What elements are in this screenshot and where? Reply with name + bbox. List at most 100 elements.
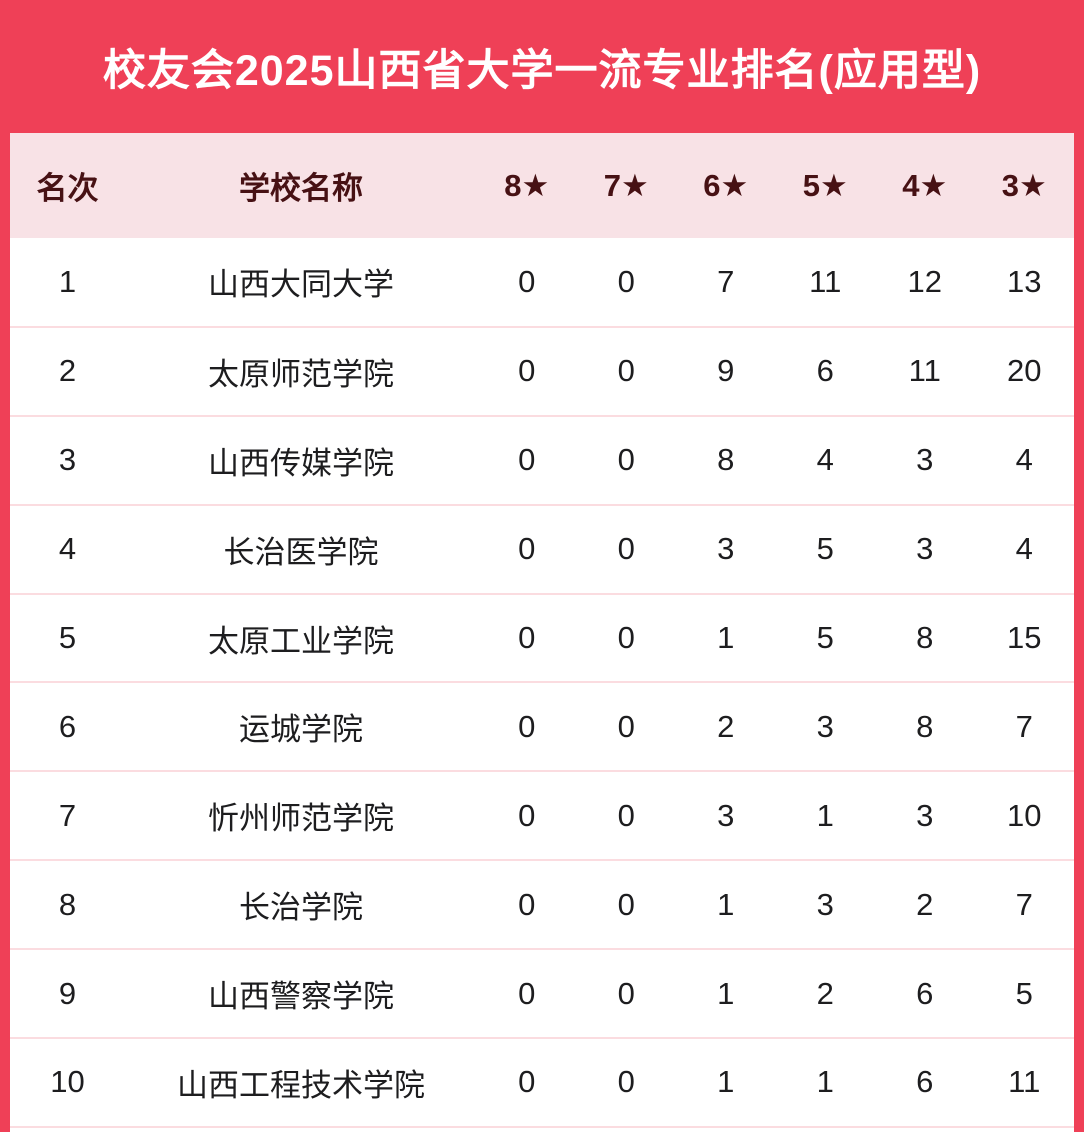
star-count-cell: 8: [916, 620, 934, 655]
table-row: 8 长治学院 0 0 1 3 2 7: [10, 860, 1074, 950]
star-count-cell: 2: [916, 886, 934, 922]
table-row: 9 山西警察学院 0 0 1 2 6 5: [10, 949, 1074, 1039]
star-count-cell: 4: [816, 442, 834, 478]
school-name-cell: 山西警察学院: [208, 979, 394, 1015]
star-count-cell: 3: [916, 442, 934, 478]
school-name-cell: 太原工业学院: [208, 623, 394, 659]
table-row: 3 山西传媒学院 0 0 8 4 3 4: [10, 415, 1074, 505]
star-count-cell: 6: [816, 353, 834, 389]
star-count-cell: 1: [816, 797, 834, 833]
column-header-6star: 6★: [703, 167, 749, 203]
rank-cell: 8: [58, 886, 77, 922]
star-count-cell: 6: [916, 975, 934, 1011]
column-header-school: 学校名称: [239, 171, 363, 206]
star-count-cell: 4: [1015, 531, 1033, 567]
school-name-cell: 山西传媒学院: [208, 445, 394, 481]
rank-cell: 5: [58, 620, 77, 655]
star-count-cell: 7: [717, 263, 735, 299]
star-count-cell: 0: [518, 797, 536, 833]
star-count-cell: 2: [717, 708, 735, 744]
rank-cell: 1: [58, 263, 77, 299]
column-header-rank: 名次: [36, 171, 99, 206]
star-count-cell: 0: [518, 531, 536, 567]
star-count-cell: 11: [1008, 1064, 1041, 1100]
star-count-cell: 7: [1015, 886, 1033, 922]
star-count-cell: 12: [907, 263, 942, 299]
table-row: 2 太原师范学院 0 0 9 6 11 20: [10, 326, 1074, 416]
star-count-cell: 0: [518, 886, 536, 922]
table-container: 名次 学校名称 8★ 7★ 6★ 5★ 4★ 3★ 1 山西大同大学 0 0 7: [10, 133, 1074, 1132]
star-count-cell: 0: [518, 975, 536, 1011]
star-count-cell: 5: [816, 620, 834, 655]
star-count-cell: 0: [617, 620, 635, 655]
ranking-table: 名次 学校名称 8★ 7★ 6★ 5★ 4★ 3★ 1 山西大同大学 0 0 7: [10, 133, 1074, 1128]
star-count-cell: 3: [816, 886, 834, 922]
rank-cell: 9: [58, 975, 77, 1011]
star-count-cell: 11: [908, 353, 941, 389]
star-count-cell: 1: [717, 620, 735, 655]
star-count-cell: 8: [717, 442, 735, 478]
star-count-cell: 3: [916, 797, 934, 833]
star-count-cell: 0: [617, 1064, 635, 1100]
star-count-cell: 1: [717, 975, 735, 1011]
star-count-cell: 15: [1007, 620, 1042, 655]
table-row: 7 忻州师范学院 0 0 3 1 3 10: [10, 771, 1074, 861]
school-name-cell: 忻州师范学院: [208, 801, 394, 837]
school-name-cell: 长治学院: [239, 890, 363, 926]
star-count-cell: 3: [717, 531, 735, 567]
star-count-cell: 9: [717, 353, 735, 389]
star-count-cell: 0: [617, 531, 635, 567]
rank-cell: 7: [58, 797, 77, 833]
star-count-cell: 0: [518, 353, 536, 389]
column-header-4star: 4★: [902, 167, 948, 203]
star-count-cell: 0: [617, 708, 635, 744]
star-count-cell: 13: [1007, 263, 1042, 299]
star-count-cell: 20: [1007, 353, 1042, 389]
table-row: 1 山西大同大学 0 0 7 11 12 13: [10, 238, 1074, 327]
star-count-cell: 0: [617, 975, 635, 1011]
column-header-3star: 3★: [1001, 167, 1047, 203]
table-row: 6 运城学院 0 0 2 3 8 7: [10, 682, 1074, 772]
star-count-cell: 0: [518, 442, 536, 478]
star-count-cell: 0: [617, 797, 635, 833]
star-count-cell: 1: [816, 1064, 834, 1100]
star-count-cell: 5: [816, 531, 834, 567]
rank-cell: 10: [50, 1064, 85, 1100]
star-count-cell: 0: [617, 353, 635, 389]
table-row: 4 长治医学院 0 0 3 5 3 4: [10, 504, 1074, 594]
column-header-5star: 5★: [802, 167, 848, 203]
star-count-cell: 3: [816, 708, 834, 744]
star-count-cell: 3: [916, 531, 934, 567]
rank-cell: 2: [58, 353, 77, 389]
school-name-cell: 山西大同大学: [208, 267, 394, 303]
rank-cell: 3: [58, 442, 77, 478]
star-count-cell: 4: [1015, 442, 1033, 478]
star-count-cell: 5: [1015, 975, 1033, 1011]
star-count-cell: 3: [717, 797, 735, 833]
table-row: 10 山西工程技术学院 0 0 1 1 6 11: [10, 1038, 1074, 1127]
star-count-cell: 0: [518, 708, 536, 744]
rank-cell: 4: [58, 531, 77, 567]
star-count-cell: 0: [617, 886, 635, 922]
column-header-8star: 8★: [504, 167, 550, 203]
school-name-cell: 长治医学院: [223, 534, 379, 570]
page-title: 校友会2025山西省大学一流专业排名(应用型): [102, 46, 982, 95]
star-count-cell: 10: [1007, 797, 1042, 833]
star-count-cell: 7: [1015, 708, 1033, 744]
star-count-cell: 1: [717, 1064, 735, 1100]
school-name-cell: 山西工程技术学院: [177, 1067, 425, 1103]
column-header-7star: 7★: [603, 167, 649, 203]
star-count-cell: 1: [717, 886, 735, 922]
star-count-cell: 11: [809, 263, 842, 299]
star-count-cell: 8: [916, 708, 934, 744]
school-name-cell: 太原师范学院: [208, 356, 394, 392]
table-row: 5 太原工业学院 0 0 1 5 8 15: [10, 593, 1074, 683]
star-count-cell: 0: [617, 442, 635, 478]
title-band: 校友会2025山西省大学一流专业排名(应用型): [0, 0, 1084, 133]
star-count-cell: 0: [518, 620, 536, 655]
school-name-cell: 运城学院: [239, 712, 363, 748]
star-count-cell: 0: [617, 263, 635, 299]
header-row: 名次 学校名称 8★ 7★ 6★ 5★ 4★ 3★: [10, 133, 1074, 238]
star-count-cell: 6: [916, 1064, 934, 1100]
